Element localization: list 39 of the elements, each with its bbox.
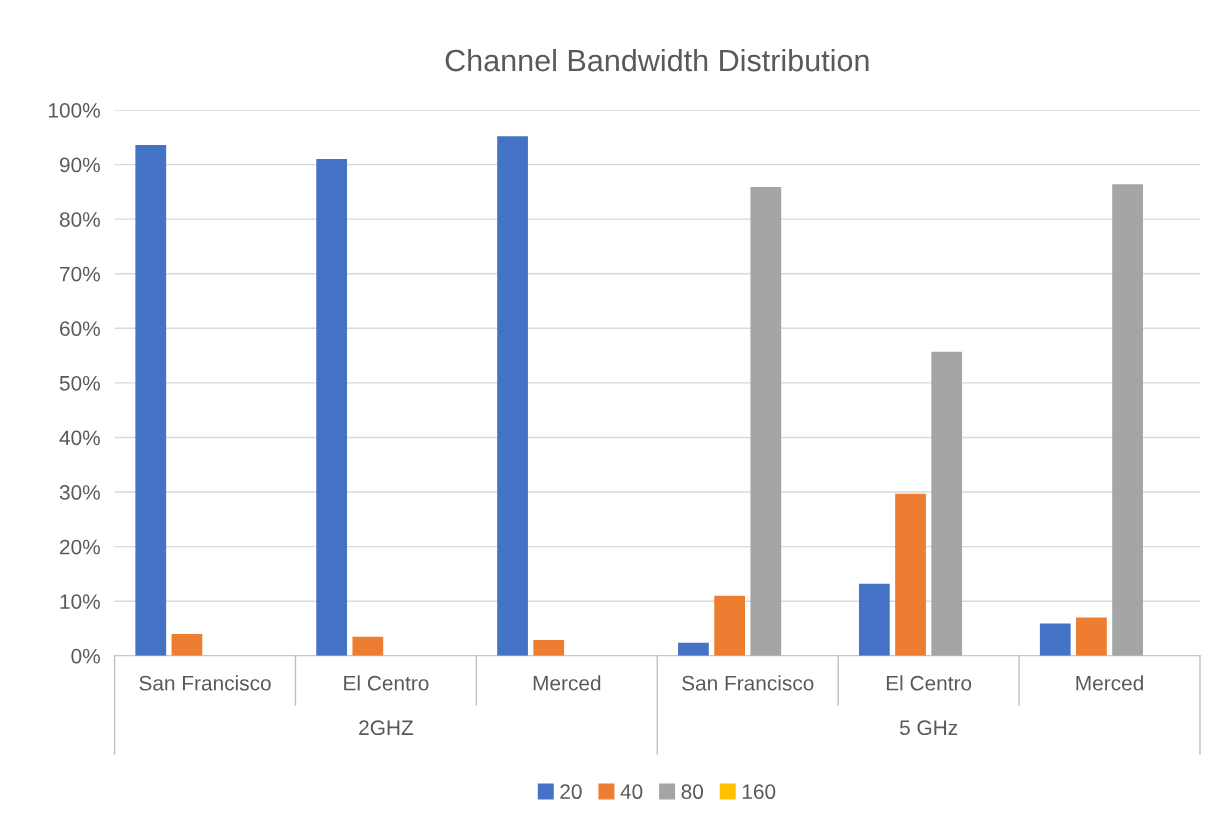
bar [858,583,890,656]
bar [931,351,963,656]
bar [316,159,348,656]
bar [171,633,203,656]
bar [135,144,167,656]
text: 2GHZ [359,720,414,736]
x-tick-label: San Francisco [682,675,814,691]
bar [714,595,746,656]
x-tick-label: Merced [533,675,601,691]
y-tick-label: 30% [59,485,100,500]
bar [533,639,565,656]
y-tick-label: 40% [59,430,100,446]
y-tick-label: 10% [60,594,100,609]
text: 5 GHz [899,720,958,736]
x-tick-label: El Centro [886,675,972,691]
legend-label: 20 [560,784,582,800]
bar [1039,623,1071,656]
bar [678,642,709,656]
chart-title: Channel Bandwidth Distribution [445,48,869,72]
y-tick-label: 20% [60,539,100,555]
bar [1076,617,1107,656]
bar [1112,184,1143,656]
y-tick-label: 100% [48,102,100,118]
y-tick-label: 0% [71,648,100,664]
legend-label: 80 [681,784,703,800]
x-tick-label: El Centro [344,675,429,691]
bar [895,493,926,656]
y-tick-label: 60% [60,321,100,337]
bar [497,136,528,656]
y-tick-label: 80% [59,212,100,227]
y-tick-label: 50% [59,375,100,391]
bar [750,186,782,656]
x-tick-label: San Francisco [139,675,271,691]
legend-label: 40 [620,784,643,800]
bar [352,636,384,656]
x-tick-label: Merced [1076,675,1143,691]
legend-label: 160 [742,784,776,800]
y-tick-label: 90% [59,157,100,173]
y-tick-label: 70% [60,266,100,282]
